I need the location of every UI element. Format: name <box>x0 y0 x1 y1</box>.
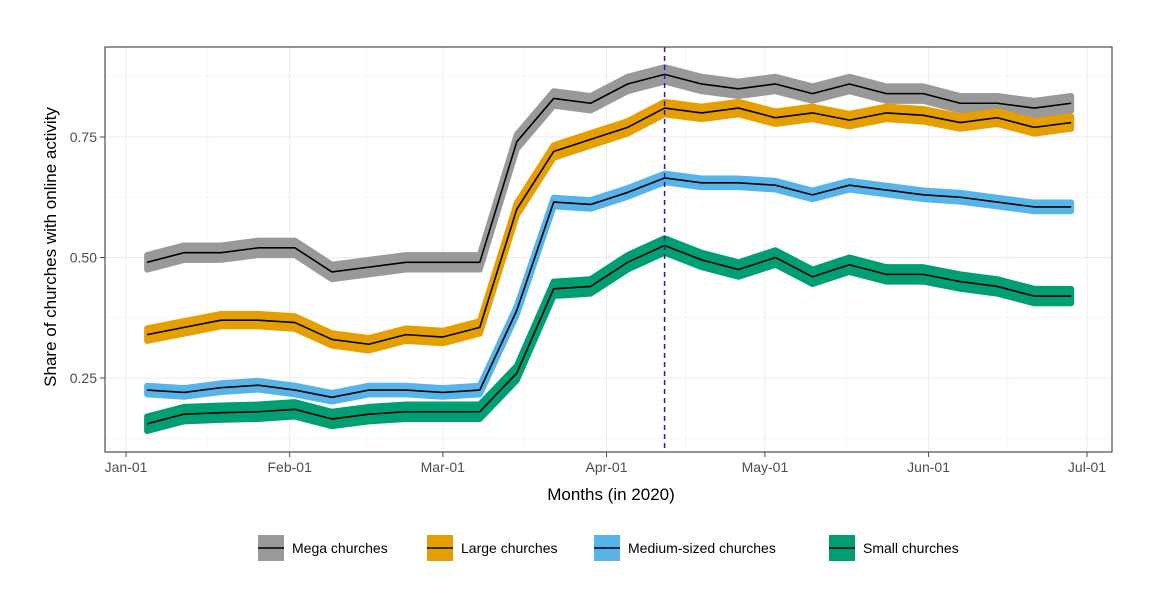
series-lines <box>146 73 1072 425</box>
x-axis-title: Months (in 2020) <box>547 485 675 504</box>
legend-label-0: Mega churches <box>292 540 388 556</box>
x-tick-label: Jan-01 <box>105 459 148 475</box>
y-tick-label: 0.75 <box>70 129 97 145</box>
legend: Mega churches Large churches Medium-sized … <box>258 535 959 561</box>
y-tick-label: 0.50 <box>70 250 97 266</box>
x-tick-label: Apr-01 <box>585 459 627 475</box>
x-axis-ticks: Jan-01 Feb-01 Mar-01 Apr-01 May-01 Jun-01 Jul-… <box>105 452 1106 475</box>
y-axis-ticks: 0.25 0.50 0.75 <box>70 129 105 386</box>
y-axis-title: Share of churches with online activity <box>41 107 60 387</box>
confidence-band-1 <box>144 98 1075 354</box>
x-tick-label: Jul-01 <box>1068 459 1106 475</box>
x-tick-label: Mar-01 <box>421 459 466 475</box>
series-line-3 <box>146 244 1072 425</box>
legend-label-1: Large churches <box>461 540 558 556</box>
confidence-band-3 <box>144 235 1075 435</box>
confidence-band-2 <box>144 170 1075 405</box>
confidence-bands <box>144 64 1075 435</box>
legend-label-3: Small churches <box>863 540 959 556</box>
confidence-band-0 <box>144 64 1075 283</box>
plot-panel-border <box>104 46 1113 453</box>
series-line-0 <box>146 73 1072 273</box>
series-line-1 <box>146 107 1072 346</box>
y-tick-label: 0.25 <box>70 370 97 386</box>
x-tick-label: Feb-01 <box>268 459 313 475</box>
legend-label-2: Medium-sized churches <box>628 540 776 556</box>
x-tick-label: Jun-01 <box>907 459 950 475</box>
series-line-2 <box>147 177 1072 399</box>
x-tick-label: May-01 <box>742 459 789 475</box>
